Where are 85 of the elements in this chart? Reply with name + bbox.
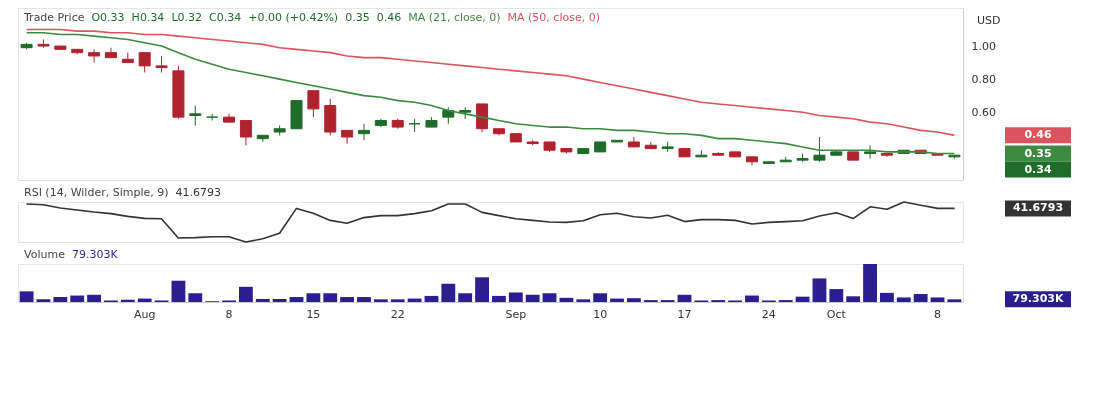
x-tick-label: 24 [761,307,776,321]
candlestick [88,48,101,64]
bar [626,298,641,302]
annotation: +0.00 (+0.42%) [248,11,339,24]
chart-title: RSI (14, Wilder, Simple, 9) [24,186,169,199]
bar [947,299,962,302]
bar [272,298,287,302]
bar [390,299,405,302]
text: 79.303K [71,248,118,261]
bar [745,295,759,302]
bar [255,298,270,302]
annotation: H0.34 [131,11,165,24]
bar [171,280,186,302]
candlestick [357,123,370,141]
bar [36,299,51,302]
bar [441,283,456,302]
annotation: 0.46 [376,11,402,24]
bar [846,296,861,302]
candlestick [408,118,421,133]
bar [542,293,557,302]
line-series [25,32,956,155]
bar [492,295,506,302]
x-tick-label: 15 [306,307,321,321]
y-tick-label: 0.60 [971,105,996,119]
x-tick-label: 8 [225,307,233,321]
annotation: O0.33 [91,11,125,24]
bar [677,294,692,302]
candlestick [239,119,252,146]
bar [70,295,85,302]
bar [829,289,844,302]
bar [357,297,371,302]
bar [913,294,928,302]
bar [323,293,338,302]
bar [525,294,540,302]
bar [238,286,253,302]
bar [593,293,608,302]
x-tick-label: Aug [133,307,156,321]
y-axis-title: USD [977,14,1001,27]
bar [373,299,388,302]
y-tick-label: 1.00 [971,39,996,53]
text: 41.6793 [175,186,222,199]
candlestick [307,90,320,118]
x-tick-label: Sep [505,307,527,321]
chart-title: Trade Price [24,11,85,24]
text: MA (50, close, 0) [507,11,600,24]
annotation: 0.35 [345,11,370,24]
text: MA (21, close, 0) [408,11,501,24]
bar [508,292,523,302]
chart-title: Volume [24,248,65,261]
bar [53,297,68,302]
bar [188,293,203,302]
bar [559,297,574,302]
bar [880,292,894,302]
bar [306,293,321,302]
text: 0.46 [1024,128,1052,142]
bar [340,297,355,302]
bar [930,297,945,302]
x-tick-label: 8 [934,307,942,321]
text: 79.303K [1012,292,1064,306]
candlestick [813,136,826,163]
annotation: L0.32 [171,11,202,24]
bar [289,297,304,302]
bar [863,264,877,302]
bar [896,297,911,302]
candlestick [341,129,354,145]
candlestick [189,105,202,126]
bar [19,291,34,302]
x-tick-label: 22 [390,307,405,321]
text: 0.35 [1024,146,1052,160]
bar [475,277,489,302]
bar [812,278,827,302]
bar [458,293,473,302]
x-tick-label: 17 [677,307,692,321]
bar [424,295,439,302]
bar [576,299,591,302]
text: 41.6793 [1012,201,1064,215]
text: 0.34 [1024,162,1052,176]
candlestick [138,52,151,73]
y-tick-label: 0.80 [971,72,996,86]
bar [87,294,101,302]
candlestick [864,144,877,159]
x-tick-label: Oct [826,307,847,321]
x-tick-label: 10 [593,307,608,321]
annotation: C0.34 [209,11,242,24]
line-series [25,28,956,137]
